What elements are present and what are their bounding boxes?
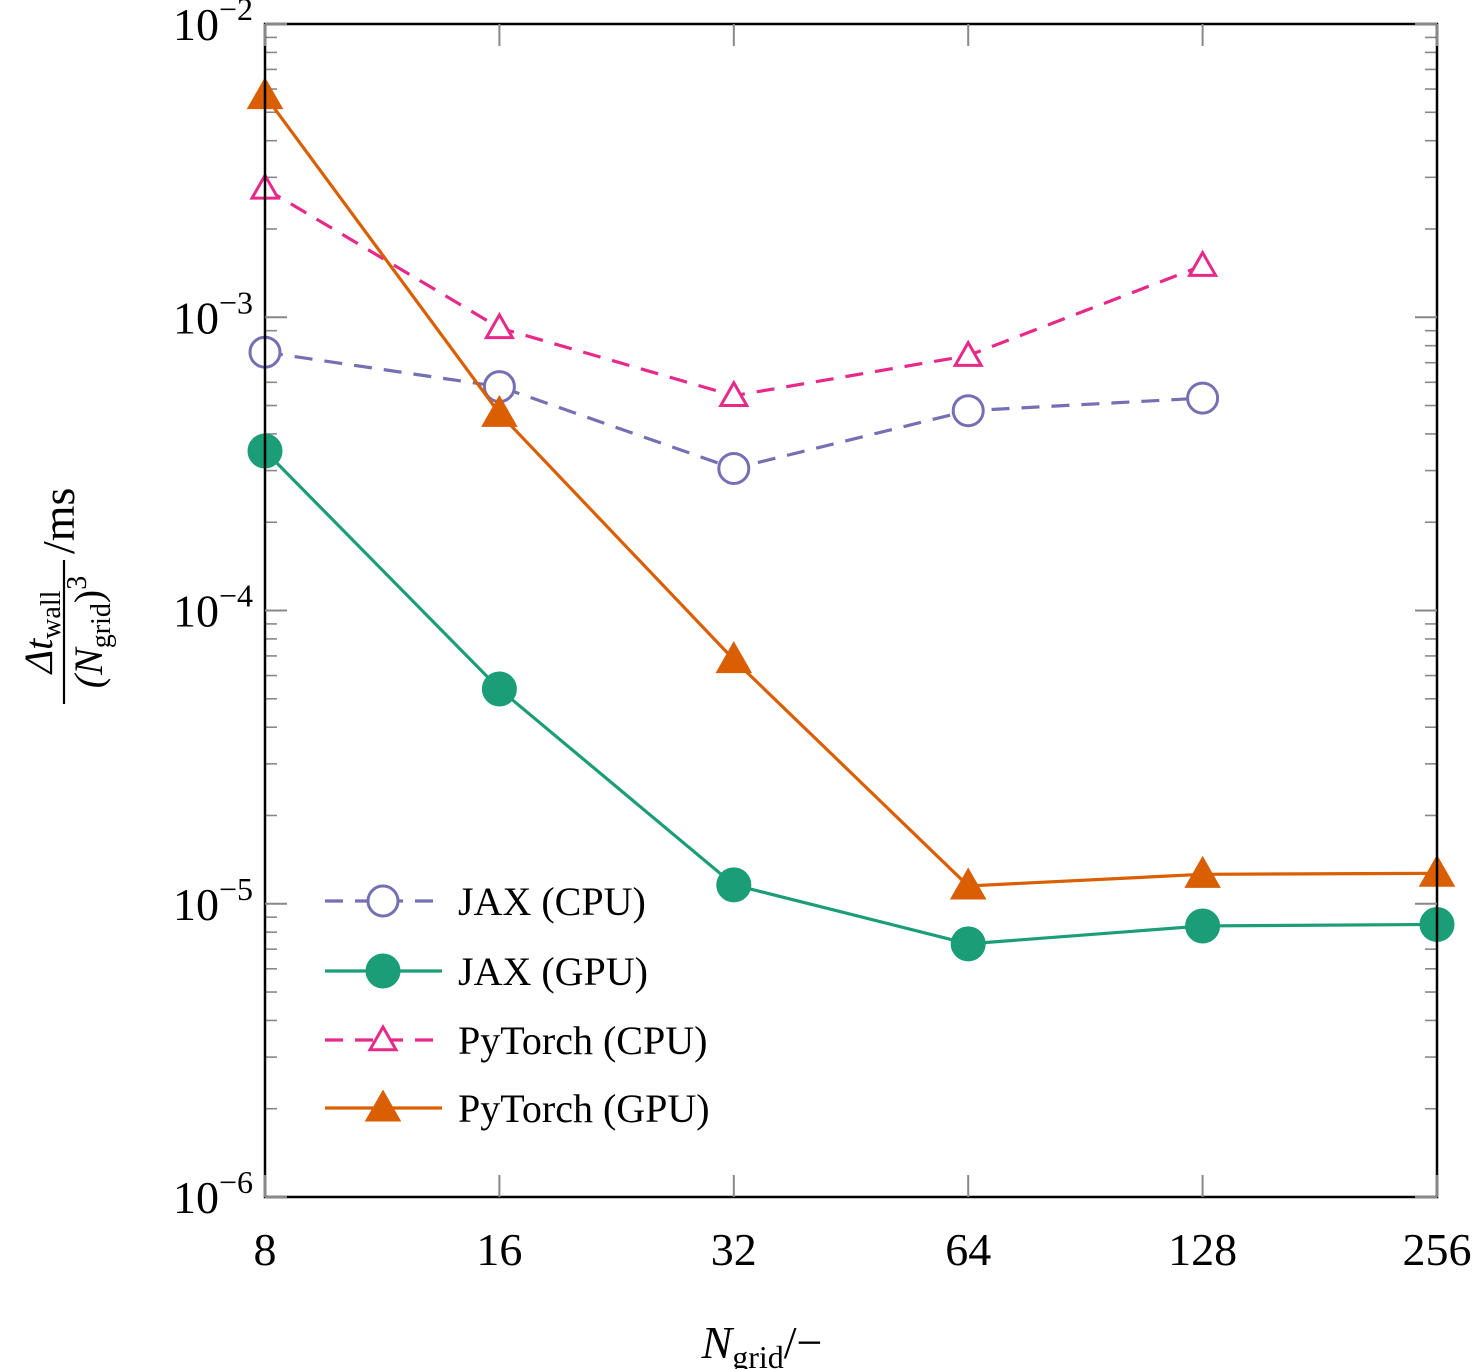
y-axis-label: Δtwall (Ngrid)3 /ms bbox=[16, 488, 117, 704]
y-axis-label-unit: /ms bbox=[33, 488, 84, 554]
y-tick-label-exponent: −3 bbox=[219, 284, 253, 320]
minor-tick-marks bbox=[265, 36, 1437, 1110]
x-tick-labels: 8 16 32 64 128 256 bbox=[254, 1224, 1472, 1275]
y-tick-label-base: 10 bbox=[173, 292, 219, 343]
series-line-pytorch-cpu bbox=[264, 187, 1204, 398]
y-axis-label-denominator-close: ) bbox=[66, 590, 111, 603]
series-line-jax-gpu bbox=[263, 449, 1438, 946]
data-point-pytorch-gpu bbox=[481, 394, 518, 427]
y-tick-label-base: 10 bbox=[173, 1172, 219, 1223]
data-point-pytorch-cpu bbox=[952, 339, 984, 367]
legend-entry-pytorch-gpu: PyTorch (GPU) bbox=[325, 1086, 710, 1131]
data-point-jax-gpu bbox=[1185, 908, 1221, 944]
legend-label: PyTorch (CPU) bbox=[458, 1018, 707, 1063]
data-point-jax-cpu bbox=[1186, 381, 1220, 415]
x-axis-label-suffix: /− bbox=[784, 1317, 823, 1368]
x-tick-label: 16 bbox=[476, 1224, 522, 1275]
legend: JAX (CPU) JAX (GPU) PyTorch (CPU) PyTorch (… bbox=[325, 879, 710, 1131]
legend-label: JAX (GPU) bbox=[458, 949, 648, 994]
y-tick-label-base: 10 bbox=[173, 586, 219, 637]
data-point-jax-gpu bbox=[481, 671, 517, 707]
series-jax-gpu bbox=[247, 433, 1455, 962]
data-point-pytorch-gpu bbox=[715, 641, 753, 674]
x-tick-label: 64 bbox=[945, 1224, 991, 1275]
y-axis-label-numerator: Δt bbox=[16, 638, 61, 675]
y-tick-label-exponent: −6 bbox=[219, 1164, 253, 1200]
legend-entry-jax-cpu: JAX (CPU) bbox=[325, 879, 646, 924]
data-point-jax-cpu bbox=[717, 451, 751, 485]
series-jax-cpu bbox=[248, 335, 1220, 485]
x-tick-label: 256 bbox=[1403, 1224, 1472, 1275]
data-point-pytorch-gpu bbox=[1184, 855, 1221, 888]
legend-label: JAX (CPU) bbox=[458, 879, 646, 924]
y-tick-label: 10−5 bbox=[173, 871, 253, 930]
series-line-pytorch-gpu bbox=[263, 94, 1438, 888]
data-point-pytorch-cpu bbox=[1187, 249, 1219, 277]
x-tick-label: 8 bbox=[254, 1224, 277, 1275]
y-axis-label-denominator-exp: 3 bbox=[62, 576, 93, 590]
x-axis-label-main: N bbox=[701, 1317, 735, 1368]
y-tick-label: 10−6 bbox=[173, 1164, 253, 1223]
y-tick-label: 10−4 bbox=[173, 578, 253, 637]
svg-text:(Ngrid)3: (Ngrid)3 bbox=[62, 576, 117, 688]
legend-marker bbox=[367, 1023, 399, 1052]
y-tick-labels: 10−610−510−410−310−2 bbox=[173, 0, 253, 1223]
legend-marker bbox=[365, 953, 401, 989]
y-tick-label-exponent: −5 bbox=[219, 871, 253, 907]
x-axis-label-sub: grid bbox=[732, 1339, 784, 1369]
legend-entry-jax-gpu: JAX (GPU) bbox=[325, 949, 648, 994]
data-point-jax-gpu bbox=[950, 926, 986, 962]
data-point-pytorch-cpu bbox=[483, 311, 515, 340]
x-axis-label: Ngrid/− bbox=[701, 1317, 823, 1369]
y-tick-label: 10−2 bbox=[173, 0, 253, 50]
major-tick-marks bbox=[264, 23, 1438, 1198]
y-axis-label-numerator-sub: wall bbox=[36, 590, 67, 638]
data-point-pytorch-cpu bbox=[718, 379, 750, 407]
x-tick-label: 32 bbox=[711, 1224, 757, 1275]
x-tick-label: 128 bbox=[1168, 1224, 1237, 1275]
legend-entry-pytorch-cpu: PyTorch (CPU) bbox=[325, 1018, 707, 1063]
legend-label: PyTorch (GPU) bbox=[458, 1086, 710, 1131]
y-tick-label-exponent: −2 bbox=[219, 0, 253, 27]
y-axis-label-denominator-open: (N bbox=[66, 646, 111, 688]
y-tick-label-base: 10 bbox=[173, 0, 219, 50]
data-point-jax-gpu bbox=[716, 867, 752, 903]
legend-marker bbox=[366, 884, 400, 918]
y-tick-label-base: 10 bbox=[173, 879, 219, 930]
legend-marker bbox=[364, 1089, 402, 1122]
y-tick-label-exponent: −4 bbox=[219, 578, 253, 614]
series-pytorch-gpu bbox=[246, 77, 1456, 900]
data-point-pytorch-gpu bbox=[949, 867, 987, 900]
y-tick-label: 10−3 bbox=[173, 284, 253, 343]
svg-text:Δtwall: Δtwall bbox=[16, 590, 67, 675]
plot-frame bbox=[263, 22, 1439, 1199]
series-line-jax-cpu bbox=[264, 350, 1203, 471]
data-point-jax-cpu bbox=[951, 394, 985, 428]
y-axis-label-denominator-sub: grid bbox=[86, 603, 117, 648]
series-layer bbox=[246, 77, 1456, 962]
